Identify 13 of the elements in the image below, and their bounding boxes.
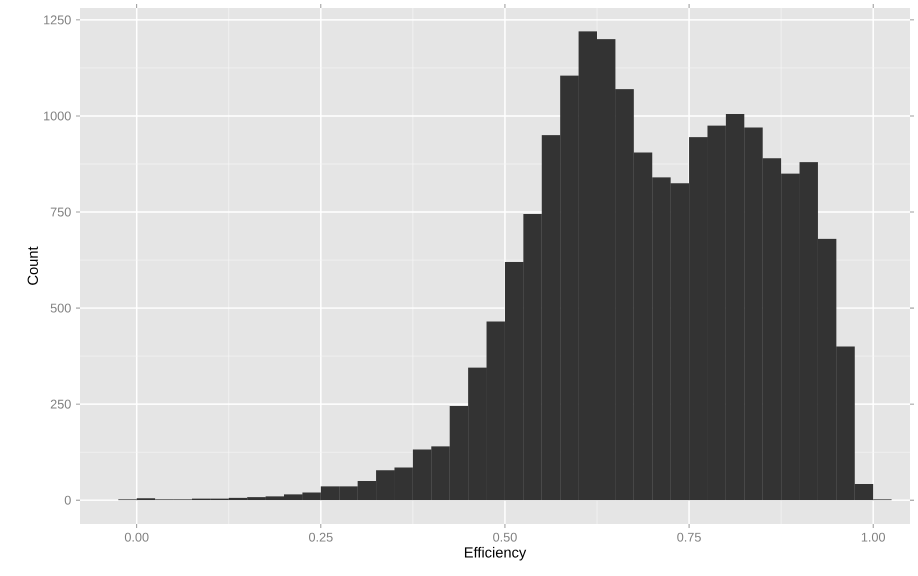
x-tick-label: 0.25: [309, 532, 333, 542]
y-tick-label: 750: [50, 208, 71, 217]
x-axis-title: Efficiency: [464, 546, 526, 560]
y-tick-label: 250: [50, 400, 71, 409]
y-tick-label: 1000: [44, 111, 71, 120]
y-tick-label: 0: [64, 496, 71, 505]
x-tick-label: 1.00: [862, 532, 886, 542]
x-tick-label: 0.75: [677, 532, 701, 542]
x-tick-label: 0.00: [124, 532, 149, 542]
y-tick-label: 500: [50, 304, 71, 313]
y-tick-label: 1250: [44, 15, 71, 24]
y-axis-title: Count: [28, 246, 38, 285]
x-tick-label: 0.50: [493, 532, 517, 542]
